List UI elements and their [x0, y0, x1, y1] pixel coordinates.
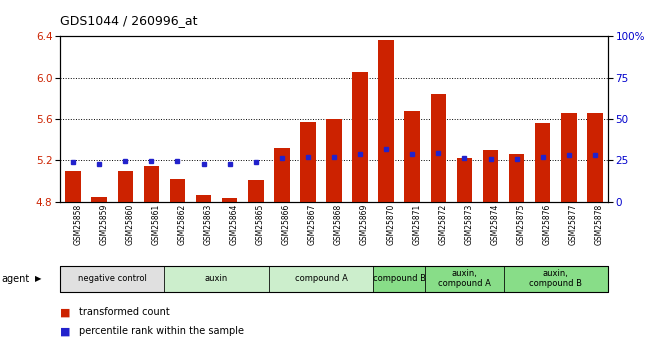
Text: GSM25868: GSM25868	[334, 204, 343, 245]
Text: transformed count: transformed count	[79, 307, 170, 317]
Bar	[92, 197, 107, 202]
Bar	[430, 94, 446, 202]
Text: auxin: auxin	[205, 274, 228, 283]
Text: GSM25874: GSM25874	[490, 204, 500, 245]
Bar	[352, 72, 368, 202]
Bar	[404, 111, 420, 202]
Text: negative control: negative control	[78, 274, 147, 283]
Text: GSM25877: GSM25877	[568, 204, 578, 245]
Bar	[378, 40, 394, 202]
Text: ■: ■	[60, 307, 71, 317]
Bar	[457, 158, 472, 202]
Bar	[326, 119, 342, 202]
Text: GSM25867: GSM25867	[308, 204, 317, 245]
Text: GSM25873: GSM25873	[464, 204, 474, 245]
Text: GSM25871: GSM25871	[412, 204, 422, 245]
Text: GSM25865: GSM25865	[256, 204, 265, 245]
Text: agent: agent	[1, 274, 29, 284]
Text: GSM25858: GSM25858	[73, 204, 82, 245]
Text: auxin,
compound A: auxin, compound A	[438, 269, 491, 288]
Text: GSM25875: GSM25875	[516, 204, 526, 245]
Text: ■: ■	[60, 326, 71, 336]
Bar	[65, 171, 81, 202]
Bar	[587, 113, 603, 202]
Text: ▶: ▶	[35, 274, 41, 283]
Text: compound B: compound B	[373, 274, 426, 283]
Text: GSM25861: GSM25861	[152, 204, 160, 245]
Bar	[248, 180, 264, 202]
Text: GSM25869: GSM25869	[360, 204, 369, 245]
Text: percentile rank within the sample: percentile rank within the sample	[79, 326, 244, 336]
Text: compound A: compound A	[295, 274, 347, 283]
Bar	[170, 179, 185, 202]
Bar	[561, 113, 576, 202]
Text: GSM25860: GSM25860	[126, 204, 134, 245]
Text: GSM25866: GSM25866	[282, 204, 291, 245]
Text: GDS1044 / 260996_at: GDS1044 / 260996_at	[60, 14, 198, 27]
Bar	[274, 148, 290, 202]
Bar	[144, 166, 159, 202]
Bar	[118, 171, 133, 202]
Text: GSM25859: GSM25859	[100, 204, 108, 245]
Text: GSM25876: GSM25876	[542, 204, 552, 245]
Bar	[535, 123, 550, 202]
Text: GSM25863: GSM25863	[204, 204, 212, 245]
Bar	[509, 154, 524, 202]
Bar	[300, 122, 316, 202]
Text: auxin,
compound B: auxin, compound B	[529, 269, 582, 288]
Bar	[222, 198, 238, 202]
Text: GSM25872: GSM25872	[438, 204, 448, 245]
Text: GSM25864: GSM25864	[230, 204, 238, 245]
Bar	[483, 150, 498, 202]
Text: GSM25878: GSM25878	[595, 204, 604, 245]
Bar	[196, 195, 211, 202]
Text: GSM25862: GSM25862	[178, 204, 186, 245]
Text: GSM25870: GSM25870	[386, 204, 395, 245]
